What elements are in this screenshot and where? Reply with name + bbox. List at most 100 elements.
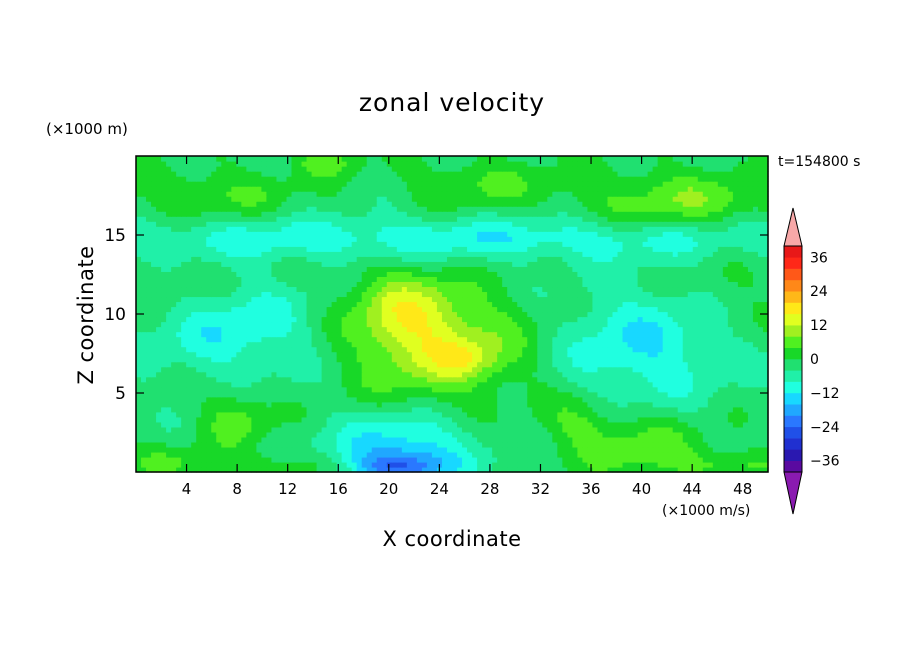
heatmap-cell bbox=[256, 361, 262, 368]
heatmap-cell bbox=[452, 436, 458, 443]
heatmap-cell bbox=[356, 321, 363, 328]
heatmap-cell bbox=[607, 441, 614, 448]
heatmap-cell bbox=[752, 401, 759, 408]
heatmap-cell bbox=[607, 331, 614, 338]
heatmap-cell bbox=[351, 291, 358, 298]
heatmap-cell bbox=[236, 296, 242, 303]
heatmap-cell bbox=[752, 351, 759, 358]
heatmap-cell bbox=[467, 346, 473, 353]
heatmap-cell bbox=[276, 431, 283, 438]
heatmap-cell bbox=[446, 326, 453, 333]
heatmap-cell bbox=[502, 341, 508, 348]
heatmap-cell bbox=[727, 411, 734, 418]
heatmap-cell bbox=[391, 396, 398, 403]
heatmap-cell bbox=[477, 371, 483, 378]
heatmap-cell bbox=[166, 326, 172, 333]
heatmap-cell bbox=[562, 411, 568, 418]
heatmap-cell bbox=[236, 416, 242, 423]
heatmap-cell bbox=[627, 416, 634, 423]
heatmap-cell bbox=[637, 416, 644, 423]
heatmap-cell bbox=[682, 426, 689, 433]
heatmap-cell bbox=[206, 446, 212, 453]
heatmap-cell bbox=[446, 431, 453, 438]
heatmap-cell bbox=[336, 336, 343, 343]
heatmap-cell bbox=[472, 356, 478, 363]
heatmap-cell bbox=[236, 451, 242, 458]
heatmap-cell bbox=[642, 396, 649, 403]
heatmap-cell bbox=[236, 426, 242, 433]
heatmap-cell bbox=[356, 381, 363, 388]
heatmap-cell bbox=[356, 336, 363, 343]
heatmap-cell bbox=[572, 436, 578, 443]
heatmap-cell bbox=[702, 326, 709, 333]
heatmap-cell bbox=[326, 271, 333, 277]
heatmap-cell bbox=[351, 326, 358, 333]
heatmap-cell bbox=[216, 301, 222, 308]
heatmap-cell bbox=[331, 401, 338, 408]
heatmap-cell bbox=[512, 466, 518, 473]
heatmap-cell bbox=[522, 441, 528, 448]
heatmap-cell bbox=[747, 381, 754, 388]
heatmap-cell bbox=[286, 276, 293, 282]
heatmap-cell bbox=[542, 291, 548, 298]
heatmap-cell bbox=[406, 416, 413, 423]
heatmap-cell bbox=[416, 346, 423, 353]
heatmap-cell bbox=[416, 456, 423, 463]
heatmap-cell bbox=[236, 431, 242, 438]
heatmap-cell bbox=[647, 396, 654, 403]
heatmap-cell bbox=[612, 421, 619, 428]
heatmap-cell bbox=[256, 431, 262, 438]
heatmap-cell bbox=[401, 426, 408, 433]
heatmap-cell bbox=[542, 411, 548, 418]
heatmap-cell bbox=[522, 286, 528, 293]
heatmap-cell bbox=[256, 441, 262, 448]
heatmap-cell bbox=[522, 366, 528, 373]
heatmap-cell bbox=[627, 391, 634, 398]
heatmap-cell bbox=[637, 356, 644, 363]
heatmap-cell bbox=[356, 416, 363, 423]
heatmap-cell bbox=[597, 366, 604, 373]
heatmap-cell bbox=[346, 271, 353, 277]
heatmap-cell bbox=[682, 286, 689, 293]
heatmap-cell bbox=[281, 371, 288, 378]
heatmap-cell bbox=[492, 416, 498, 423]
heatmap-cell bbox=[291, 286, 298, 293]
heatmap-cell bbox=[226, 331, 232, 338]
heatmap-cell bbox=[156, 371, 162, 378]
heatmap-cell bbox=[356, 376, 363, 383]
heatmap-cell bbox=[171, 451, 177, 458]
heatmap-cell bbox=[727, 441, 734, 448]
heatmap-cell bbox=[306, 291, 313, 298]
heatmap-cell bbox=[552, 396, 558, 403]
heatmap-cell bbox=[421, 336, 428, 343]
heatmap-cell bbox=[542, 281, 548, 288]
heatmap-cell bbox=[687, 326, 694, 333]
heatmap-cell bbox=[311, 286, 318, 293]
heatmap-cell bbox=[477, 421, 483, 428]
heatmap-cell bbox=[296, 336, 303, 343]
heatmap-cell bbox=[602, 276, 609, 282]
heatmap-cell bbox=[271, 386, 278, 393]
heatmap-cell bbox=[186, 321, 192, 328]
heatmap-cell bbox=[607, 456, 614, 463]
heatmap-cell bbox=[351, 351, 358, 358]
heatmap-cell bbox=[311, 436, 318, 443]
heatmap-cell bbox=[467, 356, 473, 363]
heatmap-cell bbox=[261, 366, 268, 373]
heatmap-cell bbox=[221, 431, 227, 438]
heatmap-cell bbox=[577, 356, 584, 363]
heatmap-cell bbox=[401, 411, 408, 418]
heatmap-cell bbox=[241, 311, 247, 318]
heatmap-cell bbox=[446, 341, 453, 348]
heatmap-cell bbox=[582, 336, 589, 343]
heatmap-cell bbox=[697, 381, 704, 388]
heatmap-cell bbox=[527, 371, 533, 378]
heatmap-cell bbox=[742, 441, 749, 448]
heatmap-cell bbox=[552, 436, 558, 443]
heatmap-cell bbox=[296, 301, 303, 308]
heatmap-cell bbox=[266, 401, 273, 408]
heatmap-cell bbox=[296, 361, 303, 368]
heatmap-cell bbox=[156, 271, 162, 277]
heatmap-cell bbox=[682, 431, 689, 438]
heatmap-cell bbox=[657, 381, 664, 388]
